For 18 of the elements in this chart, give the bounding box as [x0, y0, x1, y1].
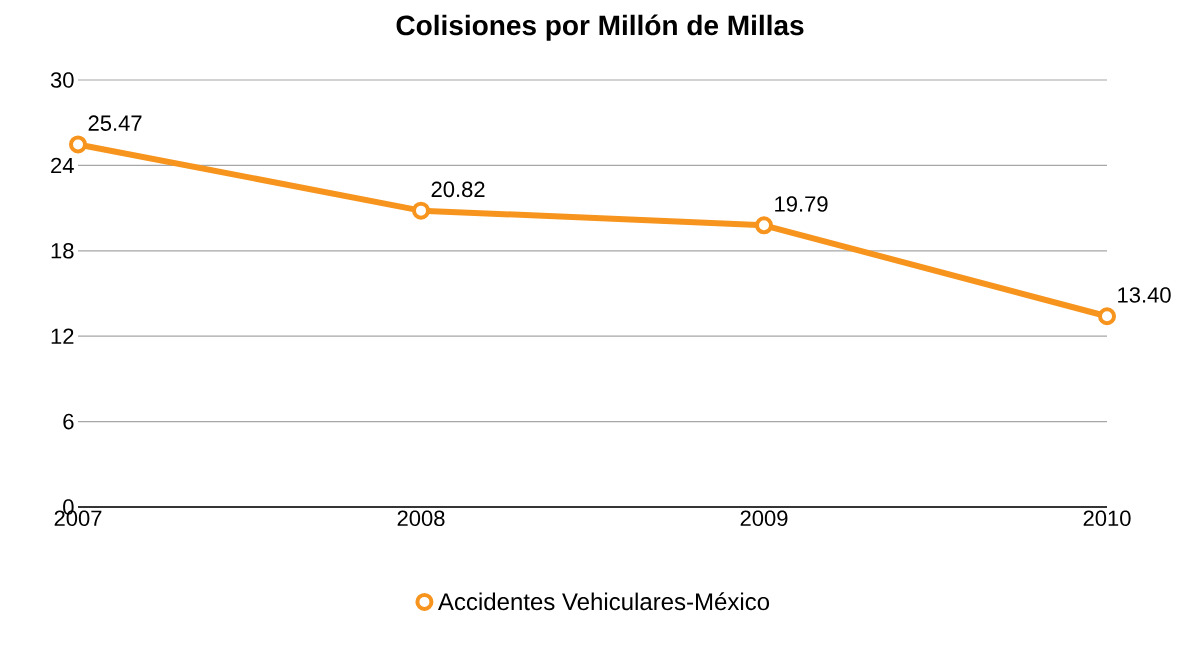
data-label: 20.82 — [431, 181, 485, 198]
y-tick-label: 24 — [51, 157, 74, 174]
point — [412, 201, 431, 220]
data-label: 13.40 — [1118, 287, 1171, 303]
data-label: 25.47 — [88, 115, 142, 131]
legend-label: Accidentes Vehiculares-México — [437, 592, 770, 611]
point — [755, 216, 774, 235]
x-tick-label: 2009 — [740, 510, 788, 527]
x-tick-label: 2008 — [397, 510, 445, 527]
point — [1098, 307, 1117, 326]
chart-title: Colisiones por Millón de Millas — [396, 14, 804, 41]
y-tick-label: 18 — [51, 243, 74, 259]
data-label: 19.79 — [775, 196, 828, 212]
point — [69, 135, 88, 154]
y-tick-label: 6 — [63, 413, 74, 430]
y-tick-label: 30 — [50, 72, 74, 88]
x-tick-label: 2010 — [1083, 510, 1131, 527]
y-tick-label: 12 — [51, 328, 74, 344]
